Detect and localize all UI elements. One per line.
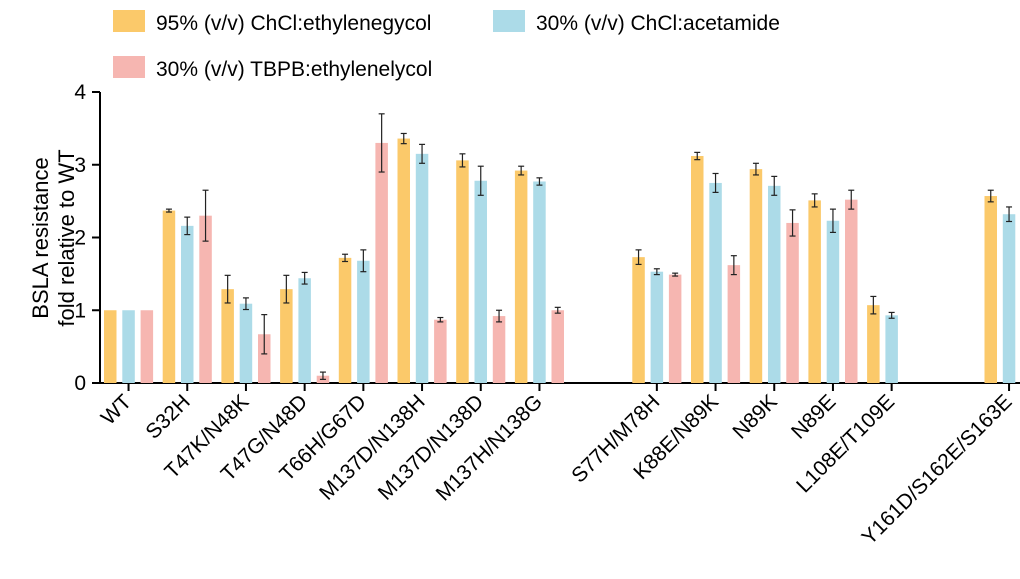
bar bbox=[415, 153, 429, 383]
bar bbox=[885, 315, 898, 383]
bar bbox=[258, 334, 271, 383]
bar bbox=[867, 305, 880, 383]
bar bbox=[298, 278, 311, 383]
legend-label-series-1: 30% (v/v) ChCl:acetamide bbox=[536, 12, 780, 35]
bar bbox=[357, 260, 370, 383]
bar bbox=[749, 169, 763, 383]
bar bbox=[280, 289, 293, 383]
x-tick-label: S32H bbox=[141, 390, 194, 443]
y-tick-label: 0 bbox=[74, 372, 86, 395]
x-tick-label: N89K bbox=[728, 390, 781, 443]
y-tick-label: 2 bbox=[74, 227, 86, 250]
bar bbox=[808, 200, 821, 383]
legend-swatch-series-1 bbox=[493, 10, 525, 32]
bar bbox=[104, 310, 117, 383]
bar bbox=[709, 182, 722, 383]
bar bbox=[768, 185, 781, 383]
bar bbox=[456, 160, 469, 383]
bar bbox=[140, 310, 154, 383]
bar bbox=[375, 142, 388, 383]
x-tick-label: WT bbox=[97, 390, 136, 429]
bar bbox=[727, 265, 741, 383]
bar bbox=[984, 196, 997, 383]
bar bbox=[691, 156, 704, 383]
y-tick-label: 4 bbox=[74, 81, 86, 104]
legend-swatch-series-2 bbox=[113, 56, 145, 78]
bar bbox=[199, 215, 212, 383]
x-tick-label: M137D/N138H bbox=[315, 390, 429, 504]
bar bbox=[239, 303, 253, 383]
bar bbox=[338, 257, 352, 383]
y-axis-title: BSLA resistance fold relative to WT bbox=[28, 149, 79, 326]
bar bbox=[533, 181, 546, 383]
bar bbox=[221, 289, 234, 383]
x-tick-label: M137H/N138G bbox=[432, 390, 547, 505]
bar bbox=[434, 319, 447, 383]
bar bbox=[845, 199, 858, 383]
bar bbox=[668, 274, 682, 383]
x-tick-label: M137D/N138D bbox=[374, 390, 488, 504]
legend: 95% (v/v) ChCl:ethylenegycol 30% (v/v) C… bbox=[113, 10, 780, 81]
legend-label-series-2: 30% (v/v) TBPB:ethylenelycol bbox=[156, 58, 432, 81]
legend-swatch-series-0 bbox=[113, 10, 145, 32]
bar bbox=[632, 257, 645, 383]
bar bbox=[181, 225, 194, 383]
y-tick-label: 1 bbox=[74, 299, 86, 322]
bar bbox=[397, 138, 410, 383]
bar bbox=[122, 310, 135, 383]
bar bbox=[650, 271, 664, 383]
y-tick-label: 3 bbox=[74, 154, 86, 177]
bar bbox=[162, 210, 176, 383]
y-axis-title-line-2: fold relative to WT bbox=[54, 149, 79, 326]
bar bbox=[474, 180, 487, 383]
bar bbox=[551, 310, 564, 383]
bar bbox=[786, 222, 799, 383]
x-tick-label: N89E bbox=[787, 390, 840, 443]
bar bbox=[514, 170, 528, 383]
bar bbox=[1002, 214, 1016, 383]
bar bbox=[492, 316, 506, 383]
legend-label-series-0: 95% (v/v) ChCl:ethylenegycol bbox=[156, 12, 431, 35]
y-axis-title-line-1: BSLA resistance bbox=[28, 157, 53, 318]
bar bbox=[826, 220, 840, 383]
